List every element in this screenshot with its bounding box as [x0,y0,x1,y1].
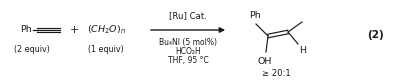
Text: THF, 95 °C: THF, 95 °C [168,56,208,65]
Text: +: + [70,25,79,35]
Text: $(CH_2O)_n$: $(CH_2O)_n$ [86,24,125,36]
Text: (2): (2) [367,30,384,40]
Text: ≥ 20:1: ≥ 20:1 [262,68,290,77]
Text: Bu₄NI (5 mol%): Bu₄NI (5 mol%) [159,37,217,46]
Text: H: H [299,46,306,55]
Text: Ph: Ph [249,11,261,20]
Text: HCO₂H: HCO₂H [175,46,201,56]
Text: OH: OH [258,57,272,66]
Text: (1 equiv): (1 equiv) [88,46,124,55]
Text: Ph: Ph [20,26,32,35]
Text: (2 equiv): (2 equiv) [14,46,50,55]
Text: [Ru] Cat.: [Ru] Cat. [169,11,207,20]
